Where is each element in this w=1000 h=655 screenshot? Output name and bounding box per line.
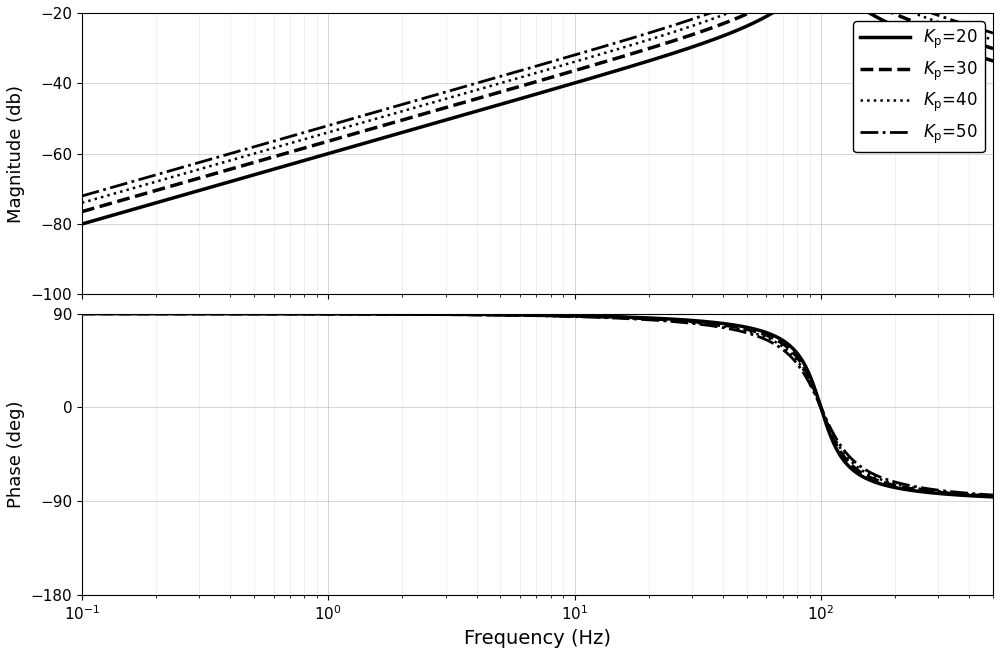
$K_{\rm p}$=50: [180, 162, 192, 170]
$K_{\rm p}$=30: [76, 208, 88, 215]
$K_{\rm p}$=50: [76, 192, 88, 200]
$K_{\rm p}$=30: [969, 39, 981, 47]
$K_{\rm p}$=30: [180, 178, 192, 186]
$K_{\rm p}$=30: [871, 1, 883, 9]
$K_{\rm p}$=20: [234, 175, 246, 183]
$K_{\rm p}$=20: [465, 109, 477, 117]
$K_{\rm p}$=40: [180, 169, 192, 177]
$K_{\rm p}$=50: [465, 81, 477, 89]
Line: $K_{\rm p}$=50: $K_{\rm p}$=50: [82, 0, 993, 196]
$K_{\rm p}$=20: [969, 52, 981, 60]
$K_{\rm p}$=20: [425, 121, 437, 128]
Line: $K_{\rm p}$=30: $K_{\rm p}$=30: [82, 0, 993, 212]
$K_{\rm p}$=40: [465, 88, 477, 96]
$K_{\rm p}$=30: [465, 96, 477, 104]
$K_{\rm p}$=30: [234, 162, 246, 170]
$K_{\rm p}$=50: [969, 24, 981, 31]
$K_{\rm p}$=20: [871, 14, 883, 22]
$K_{\rm p}$=50: [425, 92, 437, 100]
$K_{\rm p}$=20: [76, 220, 88, 228]
X-axis label: Frequency (Hz): Frequency (Hz): [464, 629, 611, 648]
$K_{\rm p}$=50: [234, 147, 246, 155]
Y-axis label: Phase (deg): Phase (deg): [7, 401, 25, 508]
$K_{\rm p}$=40: [425, 99, 437, 107]
Y-axis label: Magnitude (db): Magnitude (db): [7, 84, 25, 223]
$K_{\rm p}$=40: [969, 30, 981, 38]
$K_{\rm p}$=20: [987, 57, 999, 65]
Line: $K_{\rm p}$=20: $K_{\rm p}$=20: [82, 0, 993, 224]
$K_{\rm p}$=50: [987, 29, 999, 37]
$K_{\rm p}$=30: [425, 108, 437, 116]
Legend: $K_{\rm p}$=20, $K_{\rm p}$=30, $K_{\rm p}$=40, $K_{\rm p}$=50: $K_{\rm p}$=20, $K_{\rm p}$=30, $K_{\rm …: [853, 21, 985, 153]
$K_{\rm p}$=40: [76, 199, 88, 207]
$K_{\rm p}$=40: [234, 154, 246, 162]
$K_{\rm p}$=30: [987, 45, 999, 52]
$K_{\rm p}$=40: [987, 36, 999, 44]
Line: $K_{\rm p}$=40: $K_{\rm p}$=40: [82, 0, 993, 203]
$K_{\rm p}$=40: [871, 0, 883, 1]
$K_{\rm p}$=20: [180, 191, 192, 198]
